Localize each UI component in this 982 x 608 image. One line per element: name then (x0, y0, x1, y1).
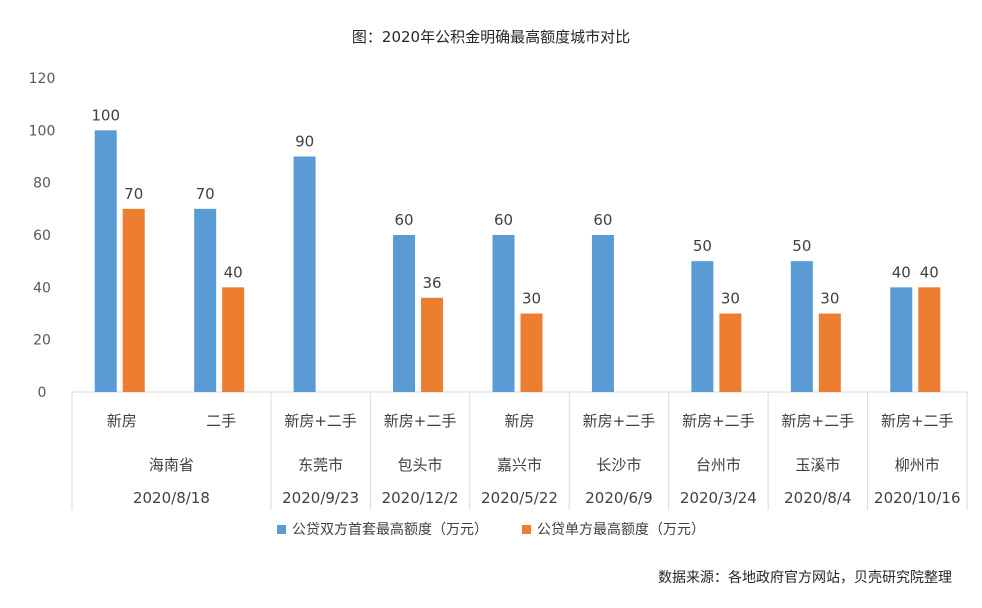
source-note: 数据来源：各地政府官方网站，贝壳研究院整理 (658, 570, 952, 586)
region-label: 海南省 (149, 456, 194, 474)
data-label-single: 30 (522, 290, 541, 308)
chart-title: 图：2020年公积金明确最高额度城市对比 (351, 28, 631, 46)
date-label: 2020/8/4 (784, 489, 851, 507)
data-label-double: 70 (196, 185, 215, 203)
date-label: 2020/3/24 (680, 489, 757, 507)
bar-double (293, 156, 316, 392)
category-label: 新房+二手 (384, 412, 457, 430)
legend-item-double: 公贷双方首套最高额度（万元） (277, 519, 488, 539)
data-label-single: 40 (224, 263, 243, 281)
date-label: 2020/6/9 (585, 489, 652, 507)
bar-double (492, 235, 515, 392)
data-label-single: 40 (920, 263, 939, 281)
y-tick-label: 60 (33, 228, 51, 244)
bar-double (94, 130, 117, 393)
bar-single (520, 313, 543, 392)
data-label-single: 70 (124, 185, 143, 203)
data-label-double: 40 (892, 263, 911, 281)
date-label: 2020/9/23 (282, 489, 359, 507)
y-tick-label: 120 (29, 71, 56, 87)
y-tick-label: 40 (33, 280, 51, 296)
data-label-double: 60 (395, 211, 414, 229)
bar-single (719, 313, 742, 392)
category-label: 新房 (504, 412, 534, 430)
category-label: 新房+二手 (881, 412, 954, 430)
y-tick-label: 20 (33, 333, 51, 349)
data-label-double: 50 (792, 237, 811, 255)
legend-label-double: 公贷双方首套最高额度（万元） (292, 522, 488, 538)
date-label: 2020/12/2 (382, 489, 459, 507)
data-label-double: 90 (295, 133, 314, 151)
date-label: 2020/10/16 (874, 489, 960, 507)
bar-single (122, 208, 145, 392)
region-label: 台州市 (696, 456, 741, 474)
bar-double (691, 261, 714, 392)
legend-label-single: 公贷单方最高额度（万元） (537, 522, 705, 538)
data-label-double: 50 (693, 237, 712, 255)
bar-double (890, 287, 913, 392)
y-tick-label: 100 (29, 123, 56, 139)
region-label: 柳州市 (895, 456, 940, 474)
bar-double (393, 235, 416, 392)
bar-double (790, 261, 813, 392)
bar-single (918, 287, 941, 392)
category-label: 新房 (107, 412, 137, 430)
region-label: 长沙市 (596, 456, 641, 474)
data-label-single: 30 (721, 290, 740, 308)
bar-single (222, 287, 245, 392)
category-label: 新房+二手 (583, 412, 656, 430)
category-label: 新房+二手 (284, 412, 357, 430)
date-label: 2020/8/18 (133, 489, 210, 507)
bar-chart: 0 20 40 60 80 100 120 100 70 新房 70 40 二手 90 新房+二手 60 36 新… (29, 71, 968, 510)
legend-swatch-single (522, 524, 531, 534)
data-label-double: 60 (593, 211, 612, 229)
bar-single (818, 313, 841, 392)
bar-double (194, 208, 217, 392)
legend-swatch-double (277, 524, 286, 534)
data-label-single: 36 (423, 274, 442, 292)
data-label-double: 100 (91, 106, 120, 124)
y-tick-label: 80 (33, 176, 51, 192)
category-label: 新房+二手 (782, 412, 855, 430)
data-label-double: 60 (494, 211, 513, 229)
legend: 公贷双方首套最高额度（万元） 公贷单方最高额度（万元） (0, 519, 982, 539)
category-label: 新房+二手 (682, 412, 755, 430)
date-label: 2020/5/22 (481, 489, 558, 507)
data-label-single: 30 (820, 290, 839, 308)
category-label: 二手 (206, 412, 236, 430)
region-label: 东莞市 (298, 456, 343, 474)
bar-single (421, 297, 444, 392)
region-label: 玉溪市 (795, 456, 840, 474)
legend-item-single: 公贷单方最高额度（万元） (522, 519, 705, 539)
region-label: 包头市 (398, 456, 443, 474)
region-label: 嘉兴市 (497, 456, 542, 474)
y-tick-label: 0 (38, 385, 47, 401)
bar-double (591, 235, 614, 392)
